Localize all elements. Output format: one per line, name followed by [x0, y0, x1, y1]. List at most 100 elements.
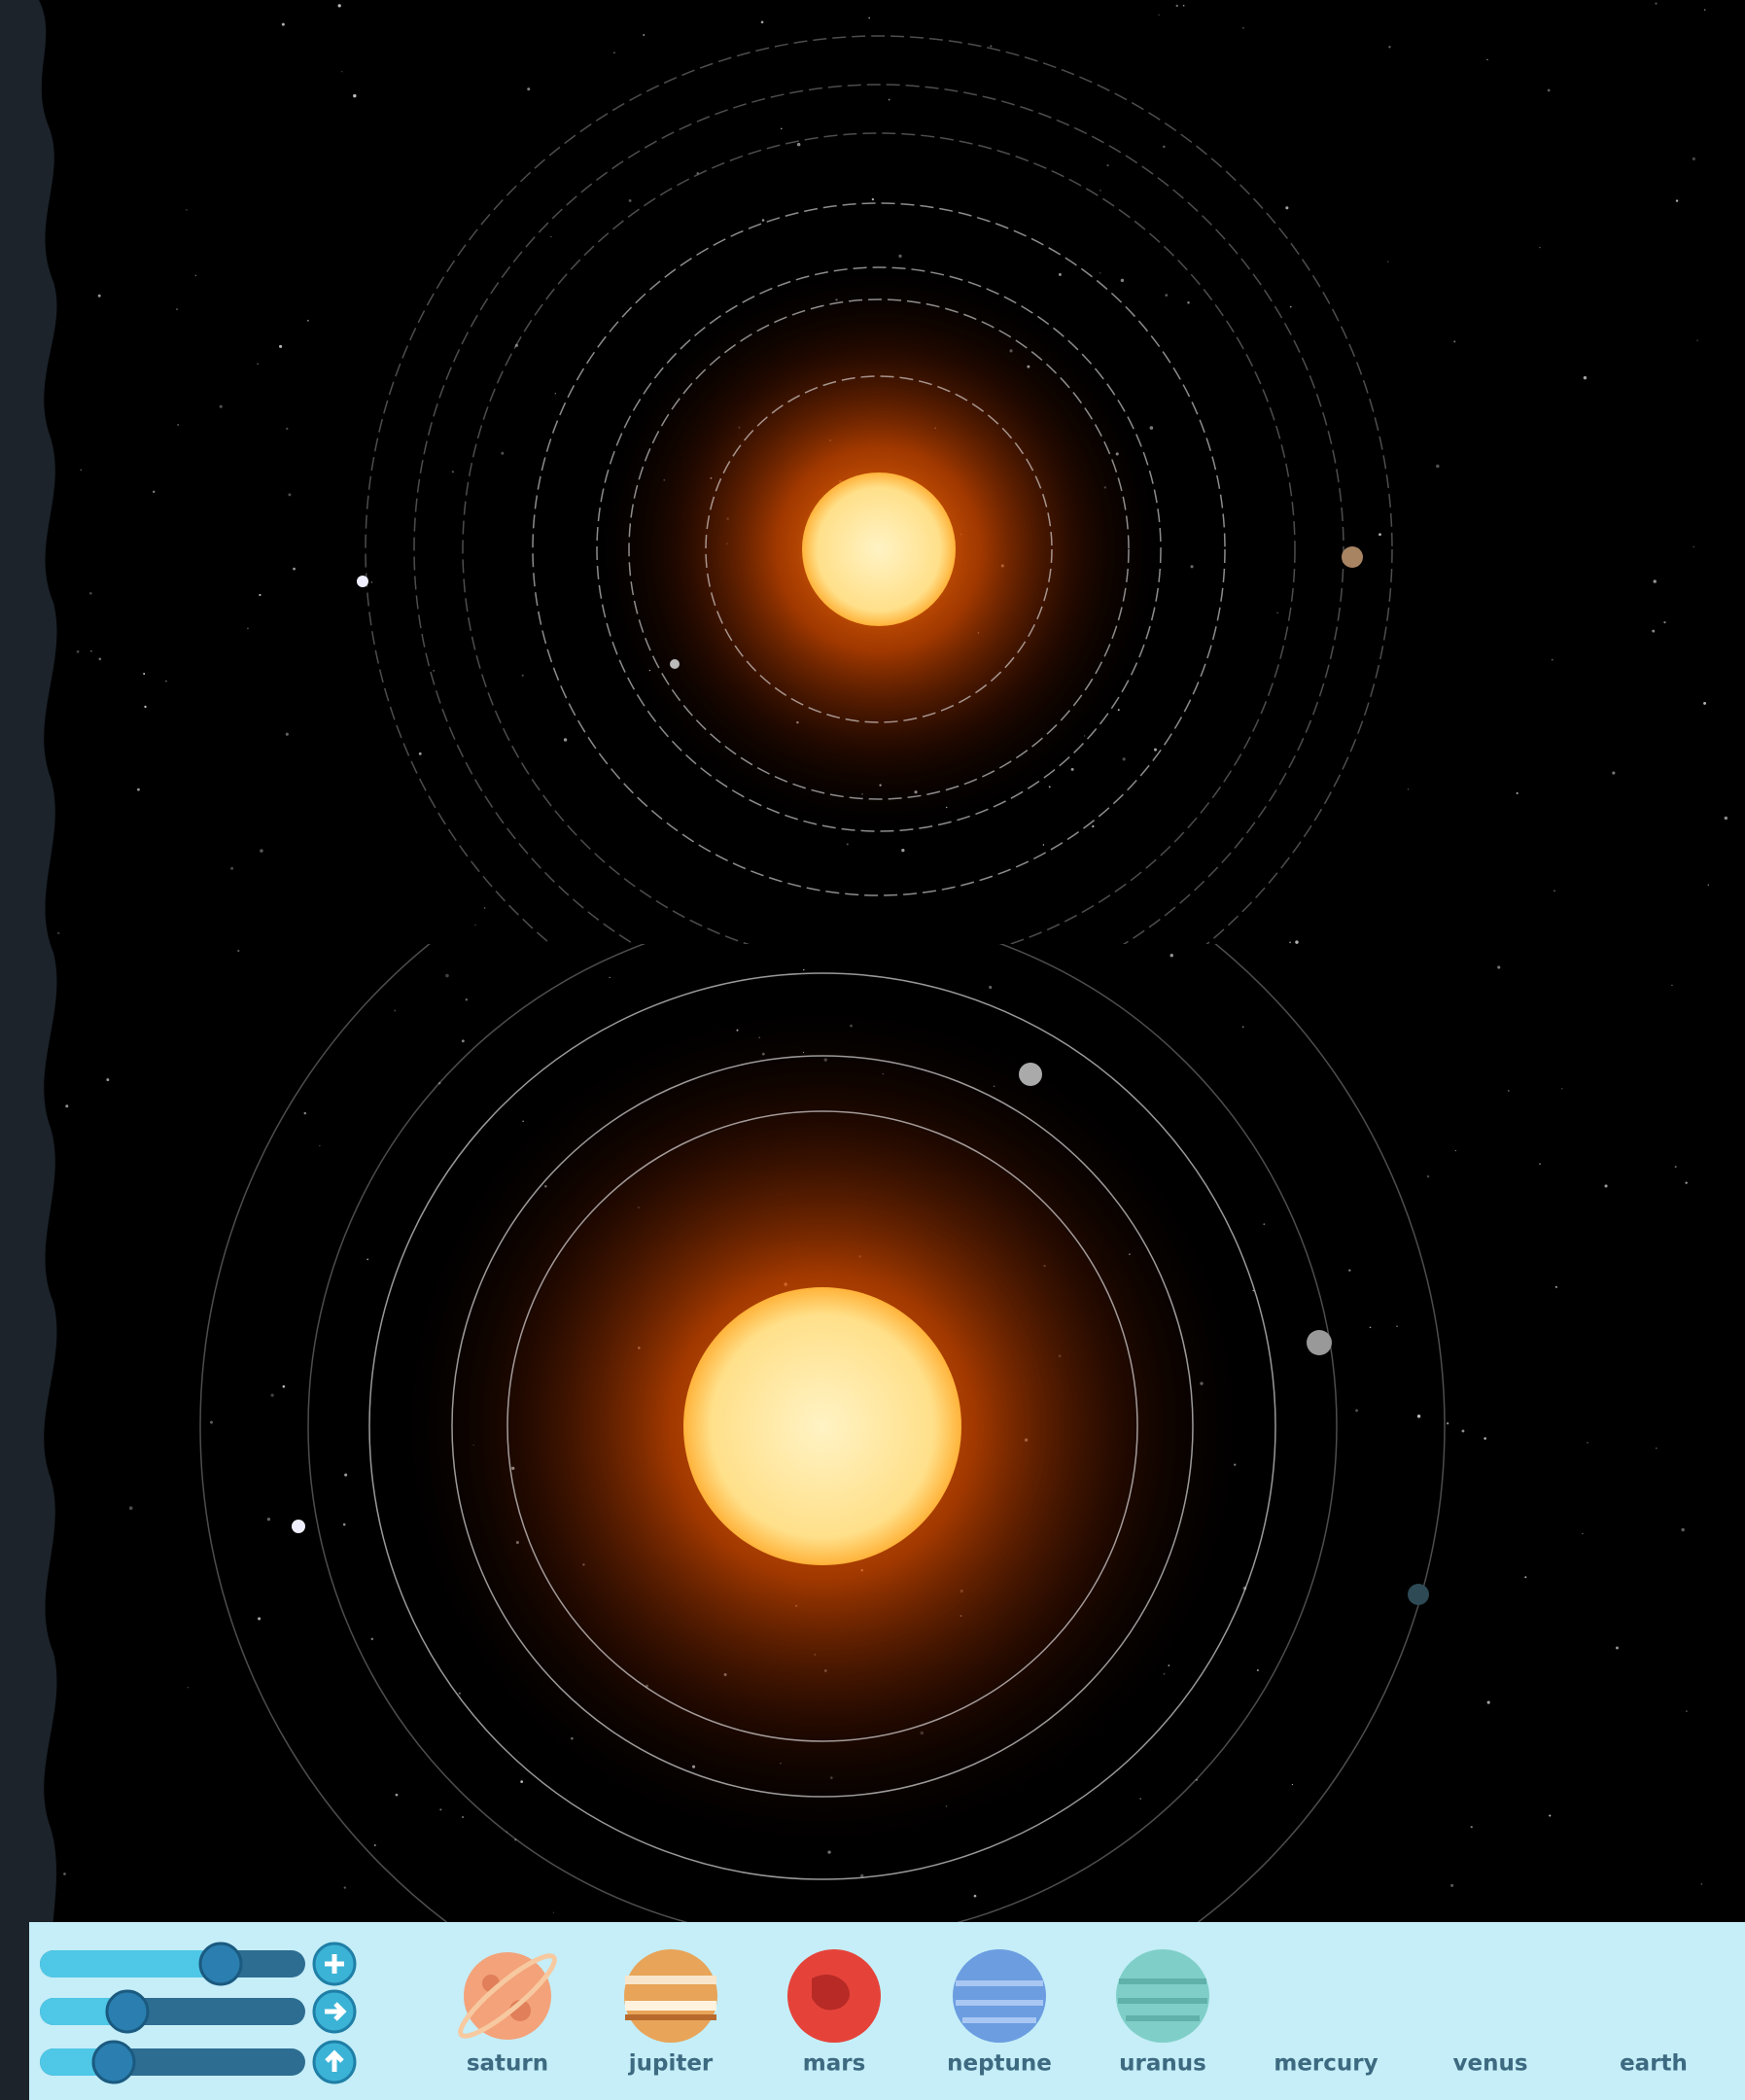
- star: [1486, 59, 1487, 60]
- star: [1447, 1422, 1448, 1424]
- star: [1612, 771, 1615, 774]
- star: [98, 295, 101, 298]
- star: [353, 94, 356, 97]
- star: [344, 1887, 346, 1889]
- star: [293, 568, 296, 571]
- star: [1099, 272, 1100, 273]
- star: [1654, 579, 1657, 582]
- star: [762, 219, 765, 222]
- star: [974, 1895, 977, 1898]
- sun[interactable]: [683, 1287, 961, 1565]
- star: [1106, 164, 1108, 166]
- planet-label[interactable]: earth: [1620, 2051, 1688, 2077]
- star: [341, 71, 342, 72]
- slider-knob[interactable]: [93, 2042, 134, 2082]
- star: [165, 681, 167, 682]
- planet-label[interactable]: mercury: [1274, 2051, 1378, 2077]
- star: [1686, 1710, 1688, 1712]
- star: [1655, 3, 1657, 5]
- planet[interactable]: [1019, 1063, 1042, 1086]
- star: [1676, 199, 1678, 201]
- star: [1187, 301, 1190, 304]
- star: [77, 650, 80, 653]
- planet[interactable]: [292, 1520, 305, 1533]
- star: [188, 1687, 189, 1688]
- planet[interactable]: [357, 576, 368, 587]
- star: [288, 493, 291, 496]
- star: [1253, 1290, 1254, 1291]
- size-button[interactable]: [314, 2042, 355, 2082]
- planet-label[interactable]: jupiter: [628, 2051, 714, 2077]
- planet-label[interactable]: saturn: [467, 2051, 548, 2077]
- star: [286, 428, 288, 430]
- star: [257, 363, 259, 365]
- star: [1163, 146, 1165, 148]
- zoom-button[interactable]: [314, 1943, 355, 1984]
- star: [1681, 1528, 1684, 1531]
- slider-fill: [40, 1950, 221, 1978]
- star: [366, 1259, 368, 1261]
- star: [1553, 890, 1555, 892]
- star: [144, 706, 146, 708]
- star: [307, 320, 309, 322]
- planet-label[interactable]: venus: [1452, 2051, 1527, 2077]
- planet[interactable]: [1342, 546, 1363, 568]
- star: [1616, 1646, 1619, 1649]
- star: [555, 393, 556, 394]
- star: [1427, 1175, 1429, 1177]
- star: [1700, 1883, 1702, 1885]
- star: [1170, 954, 1173, 957]
- star: [452, 471, 454, 472]
- star: [522, 675, 524, 677]
- sun[interactable]: [802, 472, 956, 626]
- star: [1276, 612, 1277, 613]
- star: [803, 969, 804, 970]
- star: [1685, 1181, 1687, 1183]
- star: [1355, 1409, 1358, 1412]
- star: [99, 658, 102, 661]
- star: [1605, 1184, 1608, 1187]
- star: [1257, 1669, 1259, 1671]
- star: [1487, 1701, 1490, 1704]
- star: [1436, 465, 1439, 468]
- planet-label[interactable]: mars: [803, 2051, 866, 2077]
- star: [1348, 1269, 1350, 1271]
- slider-knob[interactable]: [107, 1991, 148, 2032]
- star: [797, 143, 801, 147]
- star: [1121, 279, 1124, 282]
- star: [153, 491, 155, 493]
- star: [343, 1523, 346, 1526]
- star: [279, 345, 282, 348]
- star: [445, 974, 449, 978]
- star: [1242, 1027, 1243, 1028]
- planet-icon[interactable]: [1116, 1949, 1209, 2043]
- star: [129, 1506, 133, 1510]
- star: [304, 1112, 306, 1114]
- star: [63, 1872, 66, 1875]
- planet-label[interactable]: uranus: [1119, 2051, 1206, 2077]
- planet-icon[interactable]: [787, 1949, 881, 2043]
- planet[interactable]: [1307, 1330, 1332, 1355]
- star: [1703, 702, 1706, 705]
- star: [1652, 630, 1655, 633]
- star: [1285, 206, 1288, 209]
- star: [1693, 158, 1695, 160]
- planet-label[interactable]: neptune: [947, 2051, 1052, 2077]
- star: [282, 23, 285, 26]
- star: [1675, 1166, 1677, 1168]
- planet-icon[interactable]: [953, 1949, 1046, 2043]
- slider-knob[interactable]: [200, 1943, 241, 1984]
- star: [1462, 1430, 1465, 1433]
- star: [1263, 1223, 1265, 1225]
- star: [286, 733, 289, 736]
- star: [501, 452, 504, 455]
- planet[interactable]: [670, 659, 680, 669]
- star: [459, 1693, 461, 1695]
- star: [259, 594, 261, 596]
- star: [1517, 792, 1518, 794]
- star: [1150, 426, 1154, 430]
- planet[interactable]: [1408, 1584, 1429, 1605]
- planet-icon[interactable]: [624, 1949, 717, 2043]
- star: [1183, 5, 1185, 7]
- speed-button[interactable]: [314, 1991, 355, 2032]
